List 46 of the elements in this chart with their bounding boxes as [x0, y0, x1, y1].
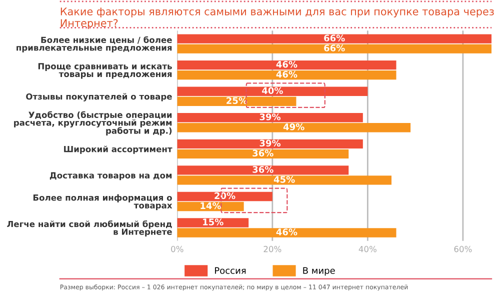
y-tick-label: Отзывы покупателей о товаре	[26, 93, 172, 102]
data-label: 45%	[274, 176, 295, 183]
y-tick-label: Легче найти свой любимый бренд в Интернете	[7, 220, 172, 237]
x-tick-label: 0%	[171, 246, 184, 252]
bar	[177, 192, 272, 202]
data-label: 66%	[324, 44, 345, 52]
bar	[177, 166, 349, 175]
x-tick-label: 40%	[358, 246, 376, 252]
data-label: 49%	[283, 123, 304, 130]
bar	[177, 228, 396, 238]
data-label: 25%	[226, 97, 248, 104]
bar	[177, 113, 363, 122]
bar	[177, 96, 296, 106]
bar	[177, 34, 492, 44]
y-tick-label: Удобство (быстрые операции расчета, круглосуточный режим работы и др.)	[14, 111, 172, 136]
bar	[177, 123, 411, 132]
y-tick-label: Более полная информация о товарах	[33, 194, 172, 210]
y-tick-label: Более низкие цены / более привлекательные предложения	[16, 36, 172, 52]
chart-title: Какие факторы являются самыми важными для вас при покупке товара через Интернет?	[60, 8, 494, 30]
data-label: 40%	[262, 87, 283, 94]
x-tick-label: 60%	[454, 246, 472, 252]
y-tick-label: Широкий ассортимент	[64, 146, 172, 154]
data-label: 46%	[276, 228, 298, 236]
bar	[177, 218, 249, 228]
data-label: 39%	[260, 140, 281, 147]
bar	[177, 86, 368, 96]
data-label: 46%	[276, 60, 298, 68]
data-label: 66%	[324, 34, 345, 42]
y-tick-label: Проще сравнивать и искать товары и предложения	[38, 63, 172, 79]
bar	[177, 70, 396, 80]
legend-label: Россия	[215, 267, 246, 274]
y-tick-label: Доставка товаров на дом	[50, 172, 172, 180]
bar	[177, 139, 363, 149]
x-tick-label: 20%	[264, 246, 282, 252]
bar	[177, 149, 349, 159]
data-label: 36%	[252, 150, 274, 157]
data-label: 39%	[260, 113, 281, 120]
bar	[177, 60, 396, 70]
legend-label: В мире	[303, 267, 335, 276]
data-label: 46%	[276, 70, 298, 78]
data-label: 36%	[252, 166, 274, 173]
data-label: 20%	[214, 192, 236, 200]
bar	[177, 176, 392, 185]
bar	[177, 44, 492, 54]
data-label: 14%	[200, 202, 222, 210]
data-label: 15%	[203, 218, 224, 226]
